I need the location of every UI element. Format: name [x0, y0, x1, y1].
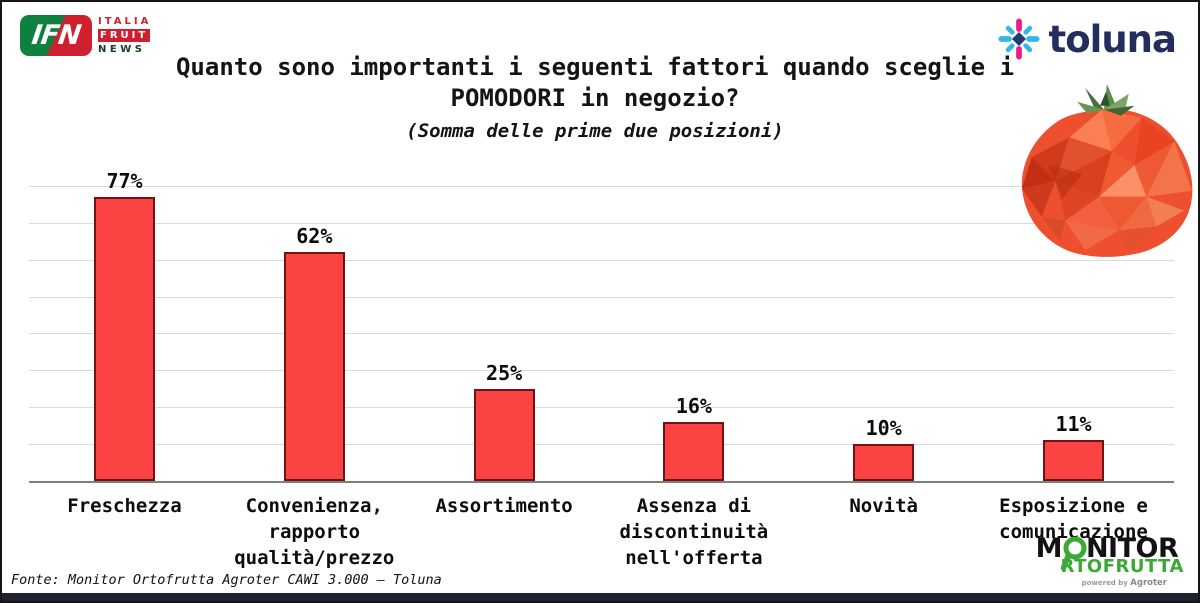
category-label-line: Assortimento [435, 495, 573, 517]
monitor-logo-powered-by: powered by Agroter [1081, 577, 1184, 588]
toluna-asterisk-icon [998, 18, 1040, 60]
category-label-line: Convenienza, [245, 495, 383, 517]
ifn-badge-icon: IFN [20, 15, 92, 56]
bar-value-label: 10% [865, 416, 902, 441]
category-label: Esposizione e comunicazione [974, 493, 1174, 545]
monitor-logo-m: M [1035, 532, 1063, 564]
ifn-logo: IFN ITALIA FRUIT NEWS [20, 15, 151, 56]
gridline [29, 222, 1174, 224]
category-label-line: Assenza di [636, 495, 752, 517]
bar [283, 252, 345, 481]
category-label-line: nell'offerta [625, 547, 763, 569]
monitor-logo-nitor: NITOR [1085, 532, 1179, 564]
gridline [29, 333, 1174, 335]
ifn-word-fruit: FRUIT [98, 29, 151, 42]
agroter-brand-text: Agroter [1130, 577, 1167, 588]
ifn-acronym: IFN [29, 20, 83, 51]
category-label: Assenza di discontinuità nell'offerta [594, 493, 794, 571]
category-label-line: rapporto [268, 521, 361, 543]
category-label: Assortimento [404, 493, 604, 519]
gridline [29, 370, 1174, 372]
chart-title-block: Quanto sono importanti i seguenti fattor… [152, 52, 1038, 142]
category-label-line: Novità [849, 495, 918, 517]
ifn-word-italia: ITALIA [98, 16, 152, 27]
bar [1043, 440, 1104, 481]
bar [473, 388, 535, 481]
bar [663, 421, 725, 481]
gridline [29, 444, 1174, 446]
toluna-wordmark: toluna [1048, 17, 1177, 61]
source-note: Fonte: Monitor Ortofrutta Agroter CAWI 3… [11, 572, 442, 588]
magnifier-icon [1060, 536, 1087, 571]
category-label-line: qualità/prezzo [234, 547, 395, 569]
bar-value-label: 77% [106, 168, 143, 193]
category-label: Freschezza [25, 493, 225, 519]
category-label-line: Freschezza [67, 495, 182, 517]
gridline [29, 185, 1174, 187]
monitor-ortofrutta-logo: M NITOR RTOFRUTTA powered by Agroter [1036, 535, 1184, 588]
bar [94, 196, 155, 481]
ifn-word-news: NEWS [98, 44, 146, 55]
chart-title-line1: Quanto sono importanti i seguenti fattor… [175, 53, 1015, 81]
monitor-logo-line2: RTOFRUTTA [1060, 555, 1184, 577]
x-axis-line [29, 481, 1174, 483]
ifn-wordmark: ITALIA FRUIT NEWS [98, 16, 151, 55]
bar-value-label: 11% [1055, 412, 1092, 437]
bar-value-label: 16% [675, 393, 712, 418]
category-label: Novità [784, 493, 984, 519]
bottom-accent-bar [2, 593, 1198, 601]
bar [853, 444, 915, 481]
bar-value-label: 25% [486, 360, 523, 385]
gridline [29, 296, 1174, 298]
category-label-line: comunicazione [999, 521, 1148, 543]
chart-subtitle: (Somma delle prime due posizioni) [406, 120, 784, 142]
category-label-line: discontinuità [619, 521, 769, 543]
category-label: Convenienza, rapporto qualità/prezzo [214, 493, 414, 571]
bar-value-label: 62% [296, 224, 333, 249]
tomato-illustration-icon [1021, 83, 1193, 257]
gridline [29, 407, 1174, 409]
powered-by-text: powered by [1081, 578, 1128, 587]
toluna-logo: toluna [998, 17, 1177, 61]
chart-title-line2: POMODORI in negozio? [450, 84, 740, 112]
monitor-logo-line1: M NITOR [1035, 532, 1184, 571]
category-label-line: Esposizione e [999, 495, 1148, 517]
gridline [29, 259, 1174, 261]
